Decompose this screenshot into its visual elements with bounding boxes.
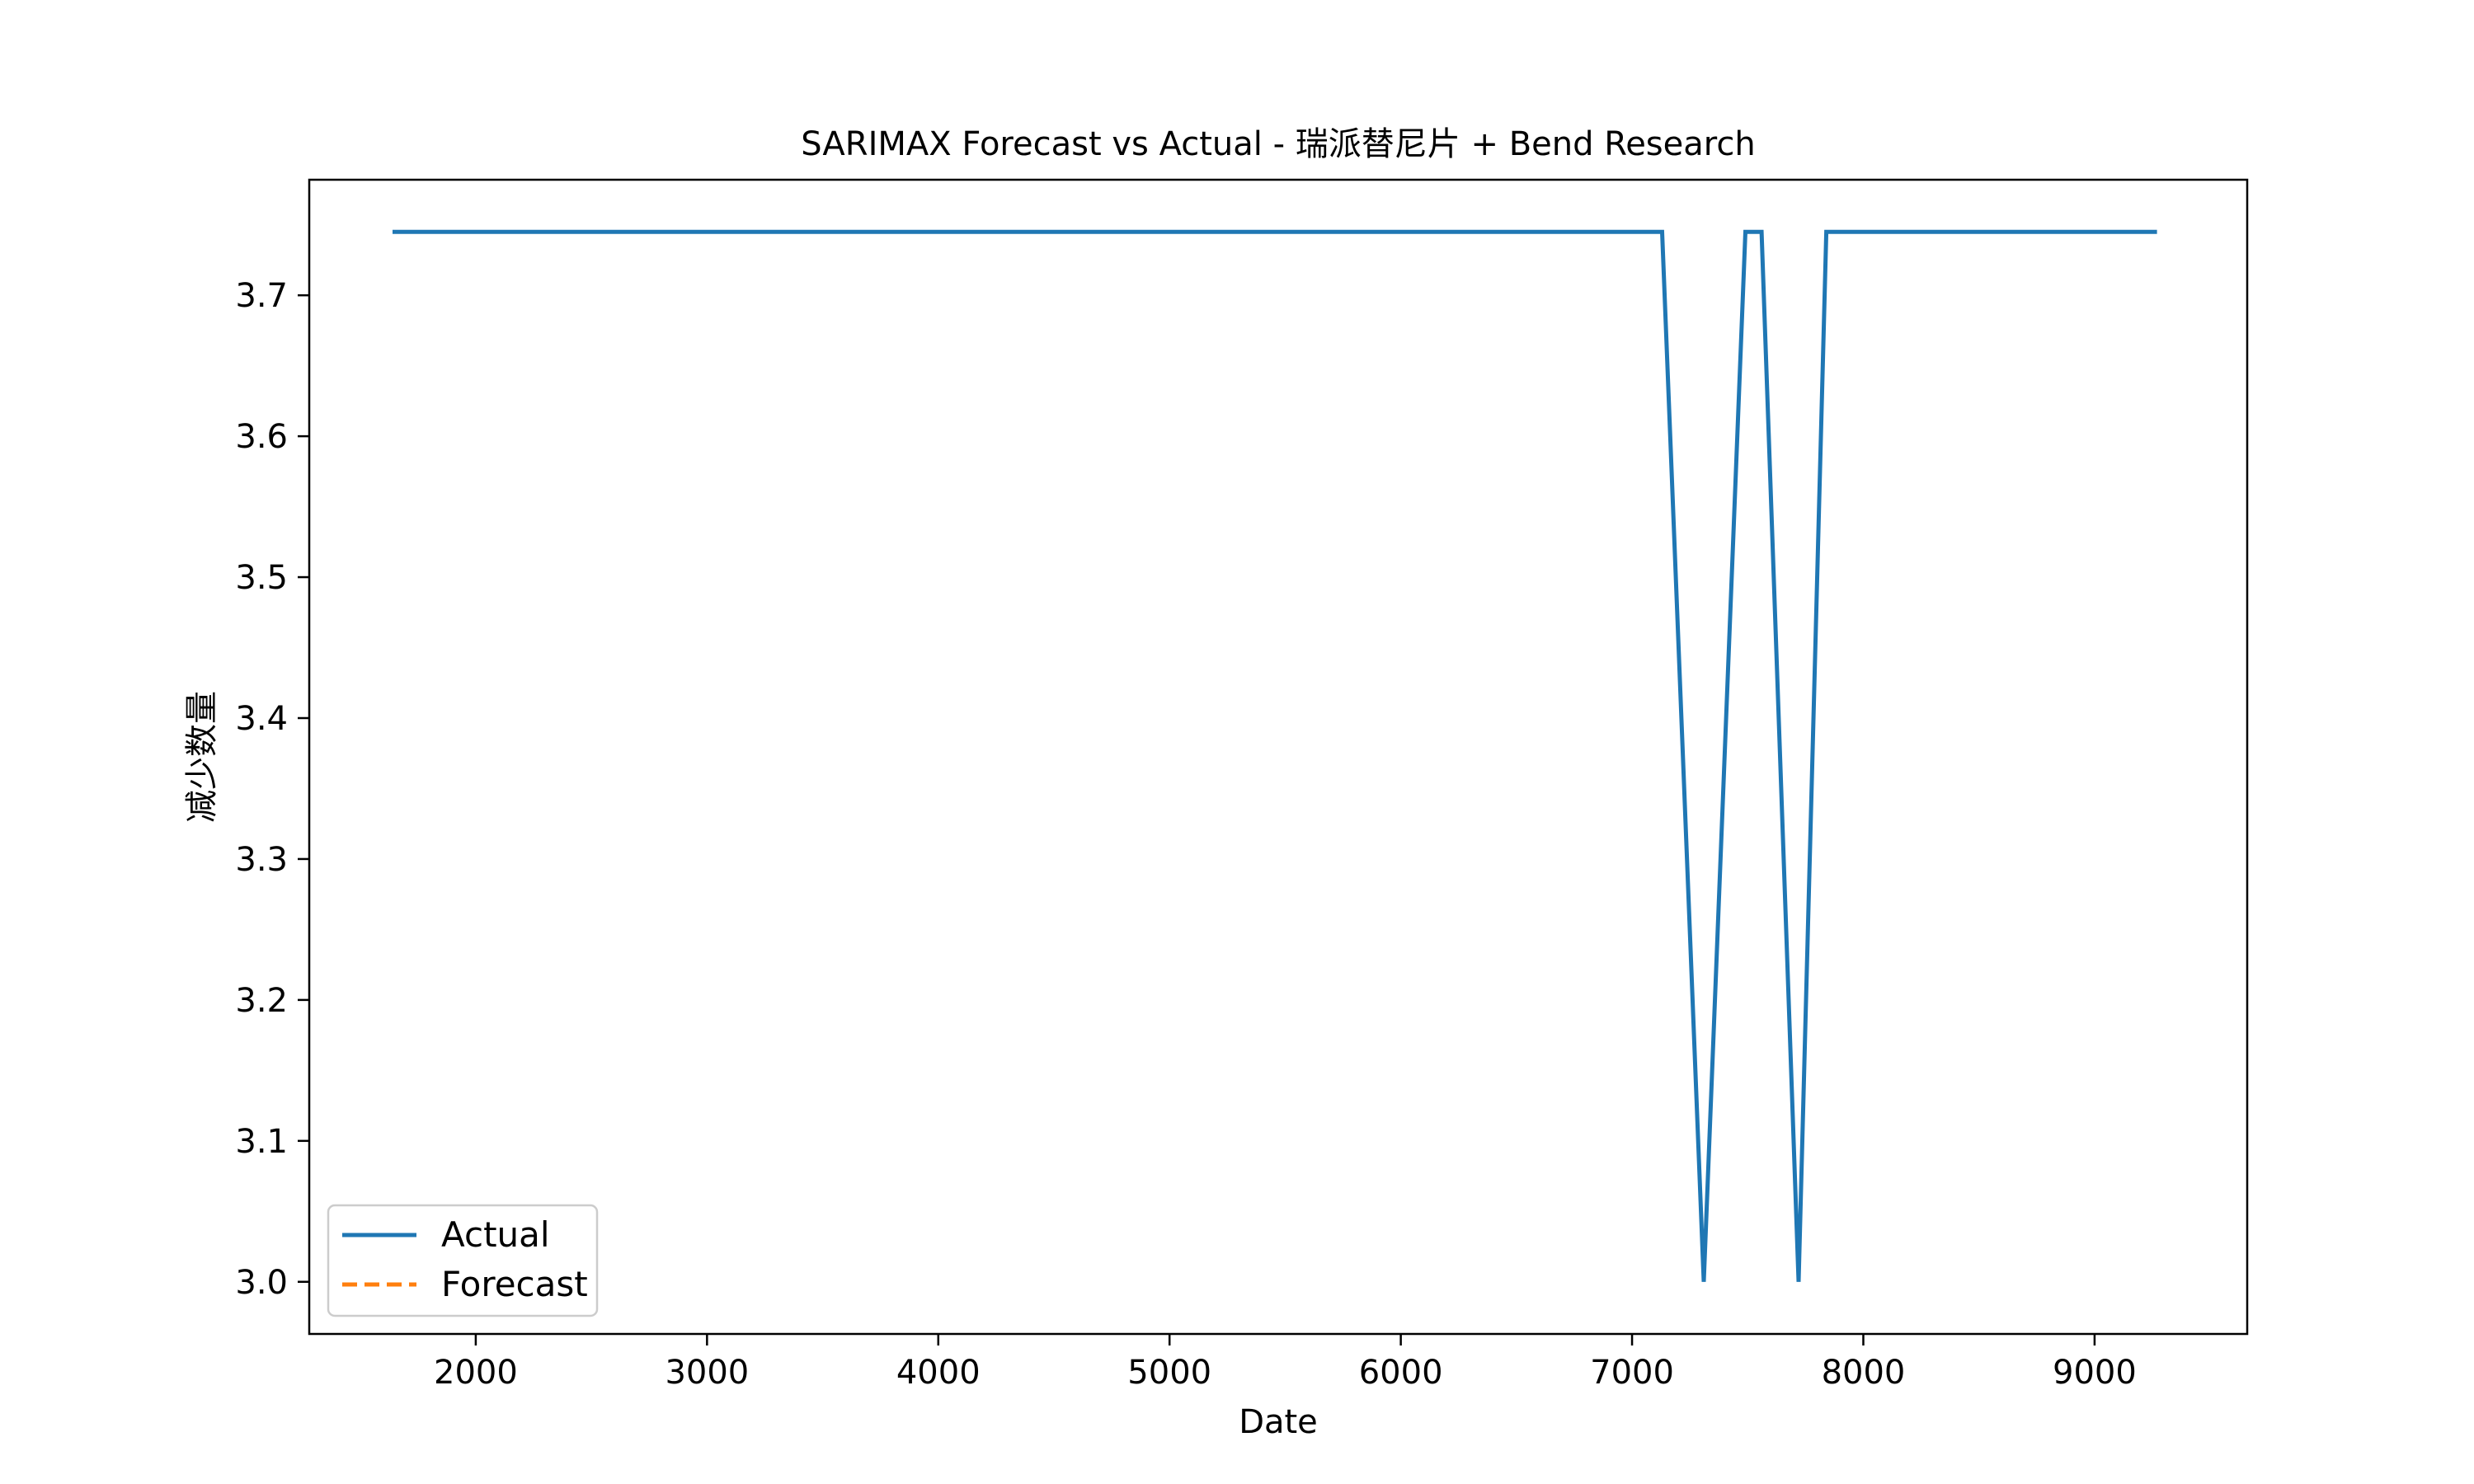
legend-label-forecast: Forecast <box>441 1264 588 1304</box>
legend: Actual Forecast <box>327 1204 599 1317</box>
y-tick-label: 3.6 <box>235 418 288 456</box>
x-tick-label: 8000 <box>1822 1354 1906 1392</box>
y-tick-label: 3.0 <box>235 1264 288 1302</box>
plot-area <box>308 178 2249 1336</box>
x-tick-label: 9000 <box>2053 1354 2137 1392</box>
axes-frame <box>308 178 2249 1336</box>
x-tick-label: 2000 <box>434 1354 518 1392</box>
y-tick-label: 3.2 <box>235 982 288 1020</box>
y-tick-label: 3.7 <box>235 277 288 315</box>
x-tick-label: 3000 <box>665 1354 749 1392</box>
y-axis-ticks: 3.0 3.1 3.2 3.3 3.4 3.5 3.6 3.7 <box>235 277 309 1302</box>
legend-label-actual: Actual <box>441 1214 550 1255</box>
x-axis-ticks: 2000 3000 4000 5000 6000 7000 8000 9000 <box>434 1334 2137 1392</box>
y-tick-label: 3.1 <box>235 1123 288 1161</box>
y-tick-label: 3.3 <box>235 841 288 879</box>
y-tick-label: 3.4 <box>235 700 288 738</box>
x-tick-label: 5000 <box>1127 1354 1211 1392</box>
series-layer <box>393 229 2157 1282</box>
y-tick-label: 3.5 <box>235 559 288 597</box>
series-line-actual <box>393 229 2157 1282</box>
y-axis-label: 减少数量 <box>183 691 221 823</box>
x-tick-label: 7000 <box>1590 1354 1674 1392</box>
x-tick-label: 6000 <box>1359 1354 1443 1392</box>
x-tick-label: 4000 <box>896 1354 981 1392</box>
chart-title: SARIMAX Forecast vs Actual - 瑞派替尼片 + Ben… <box>801 125 1755 163</box>
x-axis-label: Date <box>1239 1403 1318 1441</box>
